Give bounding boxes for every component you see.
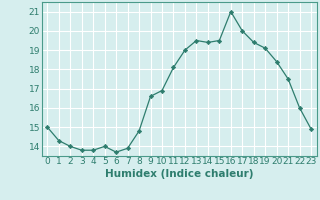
X-axis label: Humidex (Indice chaleur): Humidex (Indice chaleur): [105, 169, 253, 179]
